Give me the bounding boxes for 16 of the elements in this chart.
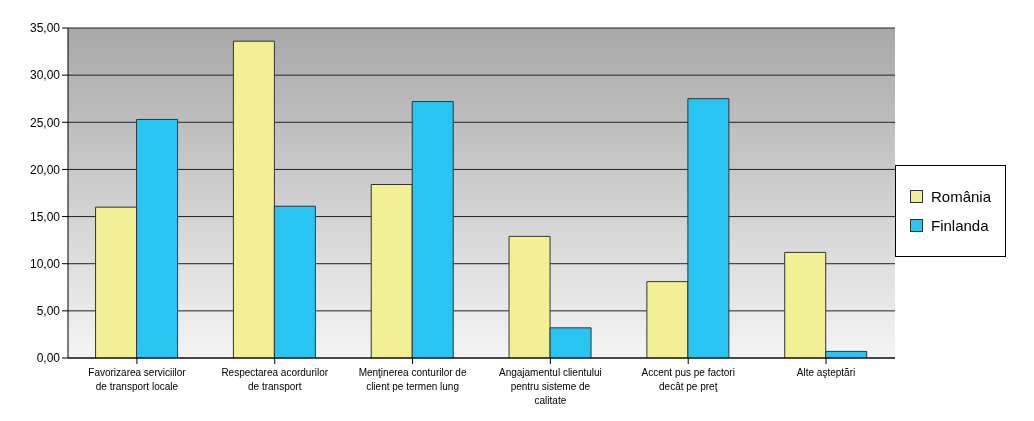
- y-tick-label: 15,00: [29, 209, 61, 224]
- y-tick-label: 20,00: [29, 162, 61, 177]
- y-tick-label: 25,00: [29, 115, 61, 130]
- y-tick-label: 5,00: [36, 304, 61, 319]
- x-tick-label: Menţinerea conturilor de client pe termen lung: [358, 367, 467, 392]
- y-tick-label: 35,00: [29, 21, 61, 36]
- legend-label: România: [930, 187, 991, 205]
- y-tick-label: 30,00: [29, 68, 61, 83]
- x-tick-label: Angajamentul clientului pentru sisteme de calitate: [498, 367, 602, 406]
- legend-label: Finlanda: [930, 216, 989, 234]
- y-tick-label: 10,00: [29, 256, 61, 271]
- y-tick-label: 0,00: [36, 351, 61, 366]
- x-tick-label: Alte aşteptări: [796, 367, 856, 378]
- x-tick-label: Accent pus pe factori decât pe preţ: [641, 367, 735, 392]
- x-tick-label: Respectarea acordurilor de transport: [221, 367, 329, 392]
- x-tick-label: Favorizarea serviciilor de transport locale: [88, 367, 187, 392]
